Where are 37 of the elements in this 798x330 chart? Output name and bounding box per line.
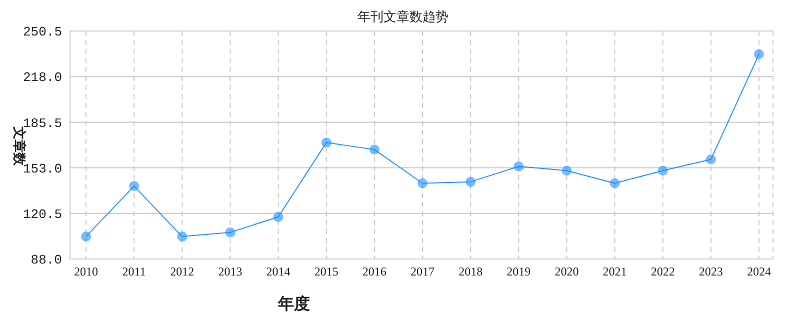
x-tick-label: 2010: [74, 264, 98, 279]
x-tick-label: 2019: [506, 264, 531, 279]
point: [129, 181, 140, 192]
point: [610, 178, 620, 188]
x-tick-label: 2022: [650, 264, 675, 279]
y-axis-title: 文章数: [10, 126, 26, 166]
point: [754, 49, 764, 60]
point: [321, 138, 332, 148]
x-tick-label: 2017: [410, 264, 434, 279]
point: [466, 176, 476, 187]
x-tick-label: 2024: [747, 264, 771, 279]
x-axis-title: 年度: [278, 294, 310, 315]
point: [514, 161, 524, 172]
y-tick-label: 88.0: [30, 252, 62, 268]
x-tick-label: 2023: [698, 264, 723, 279]
x-tick-label: 2021: [602, 264, 627, 279]
point: [658, 166, 668, 176]
chart-title: 年刊文章数趋势: [356, 9, 450, 26]
x-tick-label: 2014: [266, 264, 290, 279]
point: [706, 154, 716, 164]
x-tick-label: 2013: [218, 264, 242, 279]
point: [418, 178, 428, 188]
x-tick-label: 2018: [458, 264, 483, 279]
point: [225, 227, 236, 238]
x-tick-label: 2015: [314, 264, 338, 279]
point: [562, 166, 572, 176]
x-tick-label: 2016: [362, 264, 386, 279]
point: [369, 144, 380, 155]
point: [177, 232, 188, 242]
y-tick-label: 250.5: [22, 24, 62, 40]
x-tick-label: 2012: [170, 264, 194, 279]
x-tick-label: 2020: [554, 264, 579, 279]
x-tick-label: 2011: [122, 264, 146, 279]
point: [81, 232, 91, 242]
y-tick-label: 120.5: [22, 207, 62, 222]
point: [273, 212, 284, 222]
y-tick-label: 218.0: [22, 70, 62, 86]
